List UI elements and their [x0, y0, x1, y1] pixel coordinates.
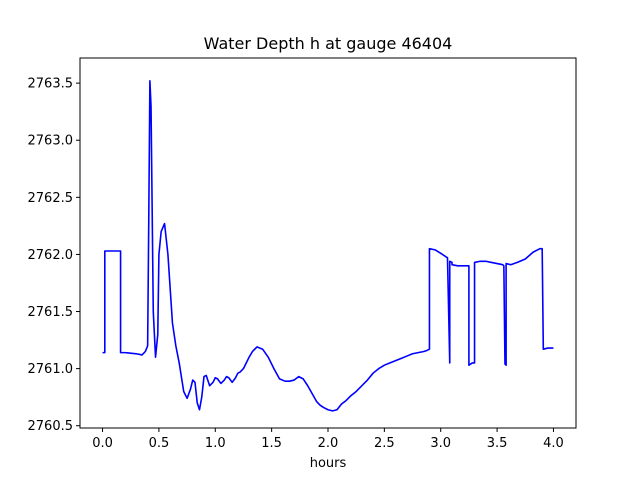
x-tick-label: 3.0 — [430, 436, 451, 451]
y-axis-ticks: 2760.5 2761.0 2761.5 2762.0 2762.5 2763.0 2763… — [28, 77, 80, 434]
y-tick-label: 2762.0 — [28, 248, 74, 263]
y-tick-label: 2760.5 — [28, 419, 74, 434]
x-tick-label: 0.5 — [149, 436, 170, 451]
x-axis-label: hours — [310, 456, 347, 471]
x-axis-ticks: 0.0 0.5 1.0 1.5 2.0 2.5 3.0 3.5 4.0 — [92, 428, 564, 451]
y-tick-label: 2761.5 — [28, 305, 74, 320]
y-tick-label: 2762.5 — [28, 191, 74, 206]
plot-area — [102, 80, 554, 412]
y-tick-label: 2763.0 — [28, 134, 74, 149]
x-tick-label: 4.0 — [543, 436, 564, 451]
axes-frame — [79, 57, 577, 429]
x-tick-label: 0.0 — [92, 436, 113, 451]
series-line-0 — [102, 80, 554, 412]
chart-title: Water Depth h at gauge 46404 — [204, 34, 453, 53]
x-tick-label: 1.0 — [205, 436, 226, 451]
y-tick-label: 2763.5 — [28, 77, 74, 92]
y-tick-label: 2761.0 — [28, 362, 74, 377]
x-tick-label: 2.0 — [318, 436, 339, 451]
x-tick-label: 2.5 — [374, 436, 395, 451]
x-tick-label: 3.5 — [487, 436, 508, 451]
x-tick-label: 1.5 — [261, 436, 282, 451]
